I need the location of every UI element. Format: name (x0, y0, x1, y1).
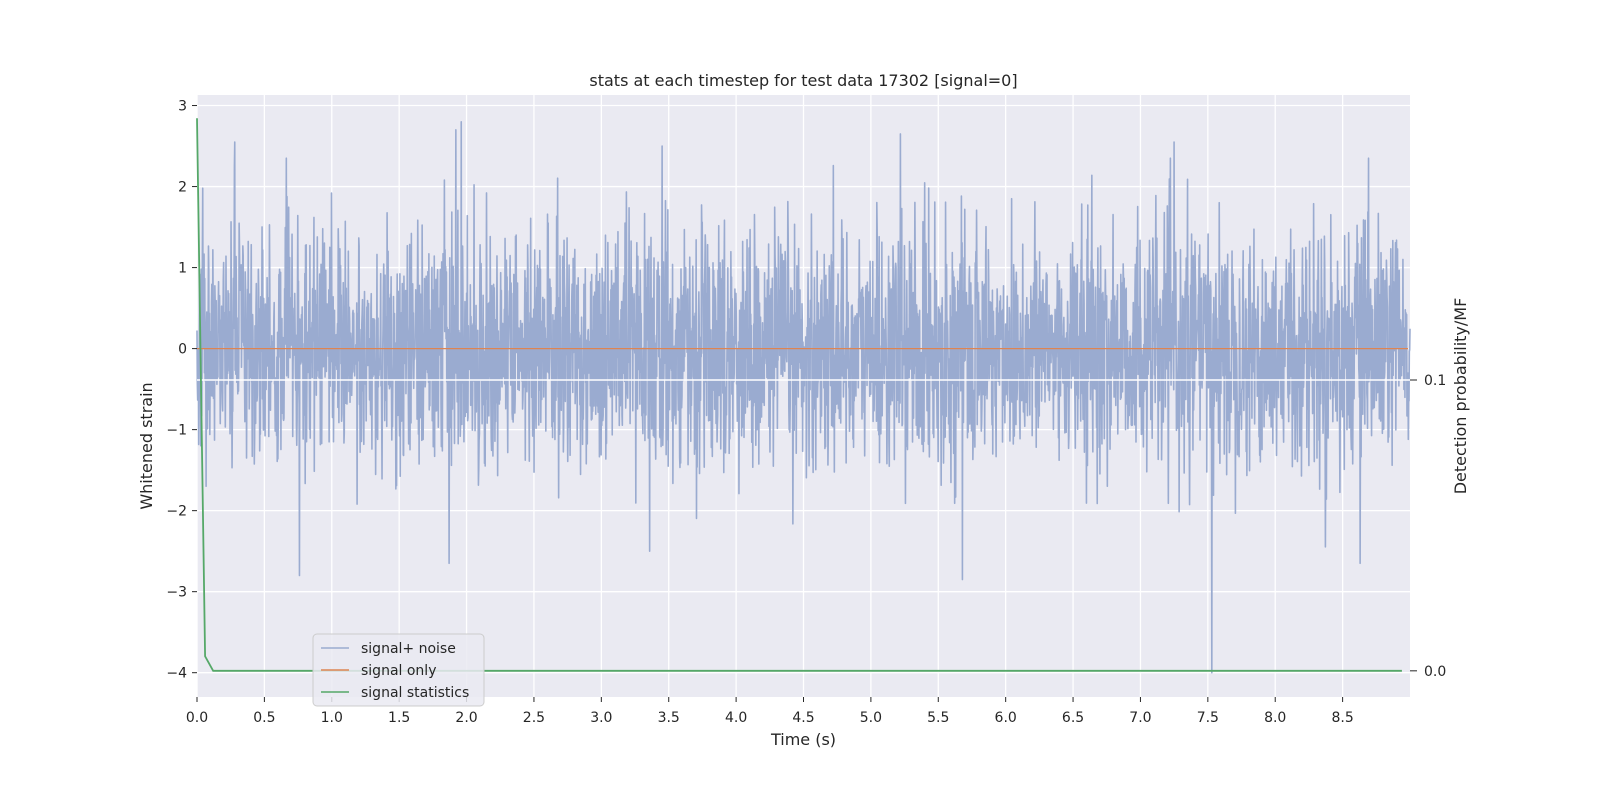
series-signal-statistics (196, 118, 1402, 672)
x-tick-label: 7.5 (1197, 710, 1219, 726)
x-tick-label: 3.5 (658, 710, 680, 726)
legend-box (312, 633, 485, 707)
y-right-tick-label: 0.0 (1424, 664, 1446, 680)
legend-entry-signal-statistics: signal statistics (361, 685, 469, 701)
x-tick-label: 5.0 (860, 710, 882, 726)
x-tick-label: 2.0 (455, 710, 477, 726)
x-tick-label: 0.0 (186, 710, 208, 726)
x-tick-label: 5.5 (927, 710, 949, 726)
x-tick-label: 8.0 (1264, 710, 1286, 726)
legend-entry-signal-noise: signal+ noise (361, 641, 456, 657)
y-tick-label: 1 (178, 261, 187, 277)
chart-title: stats at each timestep for test data 173… (589, 71, 1017, 90)
x-tick-label: 4.0 (725, 710, 747, 726)
y-tick-label: 2 (178, 180, 187, 196)
y-tick-label: −1 (166, 423, 187, 439)
x-axis-label: Time (s) (770, 730, 836, 749)
legend-entry-signal-only: signal only (361, 663, 436, 679)
x-tick-label: 1.0 (321, 710, 343, 726)
x-tick-label: 8.5 (1331, 710, 1353, 726)
x-tick-label: 7.0 (1129, 710, 1151, 726)
y-axis-right-label: Detection probability/MF (1451, 298, 1470, 495)
y-tick-label: −3 (166, 585, 187, 601)
y-right-tick-label: 0.1 (1424, 373, 1446, 389)
y-tick-label: 3 (178, 99, 187, 115)
axes: 0.0 0.5 1.0 1.5 2.0 2.5 3.0 3.5 4.0 4.5 5.0 5.5 6.0 6… (166, 99, 1446, 726)
x-tick-label: 4.5 (792, 710, 814, 726)
x-tick-label: 6.5 (1062, 710, 1084, 726)
x-tick-label: 2.5 (523, 710, 545, 726)
y-tick-label: −2 (166, 504, 187, 520)
x-tick-label: 3.0 (590, 710, 612, 726)
series-signal-only (197, 347, 1410, 381)
x-tick-label: 0.5 (253, 710, 275, 726)
y-tick-label: 0 (178, 342, 187, 358)
y-axis-label: Whitened strain (137, 382, 156, 509)
x-tick-label: 6.0 (995, 710, 1017, 726)
legend: signal+ noise signal only signal statist… (312, 633, 485, 707)
y-tick-label: −4 (166, 666, 187, 682)
signal-statistics-line (196, 118, 1402, 672)
x-tick-label: 1.5 (388, 710, 410, 726)
